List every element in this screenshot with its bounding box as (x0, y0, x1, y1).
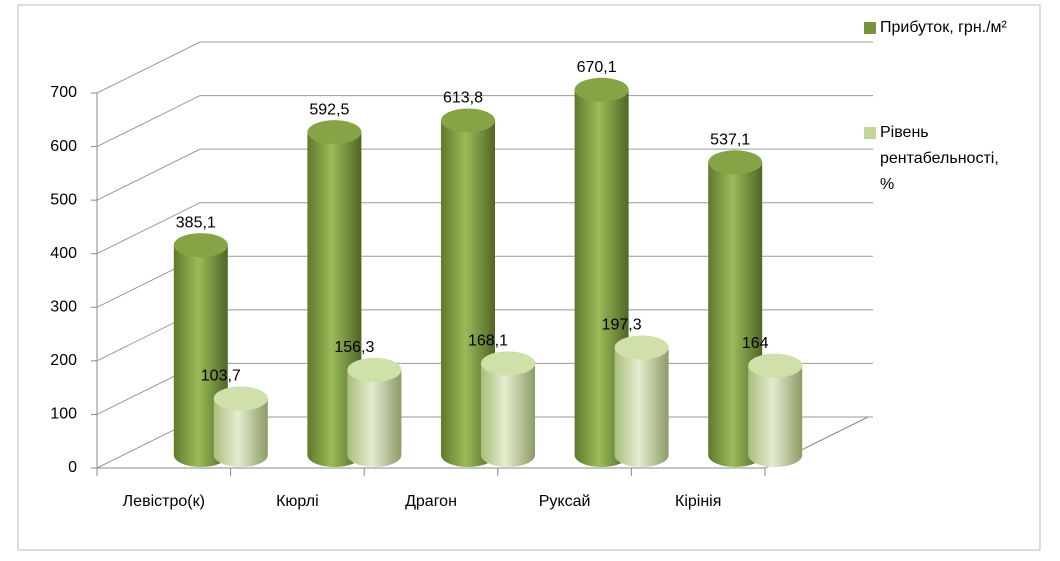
grid-line (96, 202, 873, 255)
y-tick-label: 400 (50, 245, 77, 262)
x-tick-label: Драгон (405, 493, 457, 510)
chart-border (17, 4, 1041, 551)
bar-top (307, 120, 362, 145)
x-tick-label: Руксай (539, 493, 591, 510)
bar (614, 347, 669, 467)
bar-top (481, 351, 535, 376)
grid-line (96, 148, 873, 201)
data-label: 670,1 (577, 59, 617, 76)
bar-top (574, 77, 629, 102)
data-label: 613,8 (443, 90, 483, 107)
bar-top (173, 233, 228, 258)
y-tick-label: 300 (50, 299, 77, 316)
grid-line (96, 95, 873, 148)
bar-top (347, 357, 402, 382)
legend-label: Рівень рентабельності, % (880, 124, 999, 193)
y-tick-label: 500 (50, 191, 77, 208)
y-tick-label: 200 (50, 352, 77, 369)
data-label: 385,1 (176, 214, 216, 231)
data-label: 537,1 (710, 131, 750, 148)
bar-top (441, 108, 495, 133)
legend-entry: Рівень рентабельності, % (864, 120, 1010, 198)
bar-top (614, 335, 669, 360)
bar (481, 363, 535, 467)
bar-top (708, 150, 763, 175)
y-tick-label: 0 (68, 459, 77, 476)
bar-top (213, 386, 268, 411)
grid-line (96, 41, 873, 94)
bar (213, 398, 268, 467)
bar (748, 365, 803, 467)
legend-entry: Прибуток, грн./м² (864, 15, 1030, 41)
data-label: 103,7 (201, 368, 241, 385)
x-tick-label: Кюрлі (276, 493, 319, 510)
data-label: 197,3 (602, 317, 642, 334)
y-tick-label: 700 (50, 84, 77, 101)
y-tick-label: 100 (50, 406, 77, 423)
legend-swatch (864, 22, 876, 34)
y-tick-label: 600 (50, 138, 77, 155)
x-tick-label: Левістро(к) (123, 493, 205, 510)
data-label: 168,1 (468, 333, 508, 350)
legend-label: Прибуток, грн./м² (880, 19, 1007, 36)
x-tick-label: Кірінія (675, 493, 721, 510)
legend-swatch (864, 127, 876, 139)
data-label: 164 (742, 335, 769, 352)
data-label: 592,5 (309, 101, 349, 118)
data-label: 156,3 (334, 339, 374, 356)
bar (347, 369, 402, 467)
bar-top (748, 353, 803, 378)
